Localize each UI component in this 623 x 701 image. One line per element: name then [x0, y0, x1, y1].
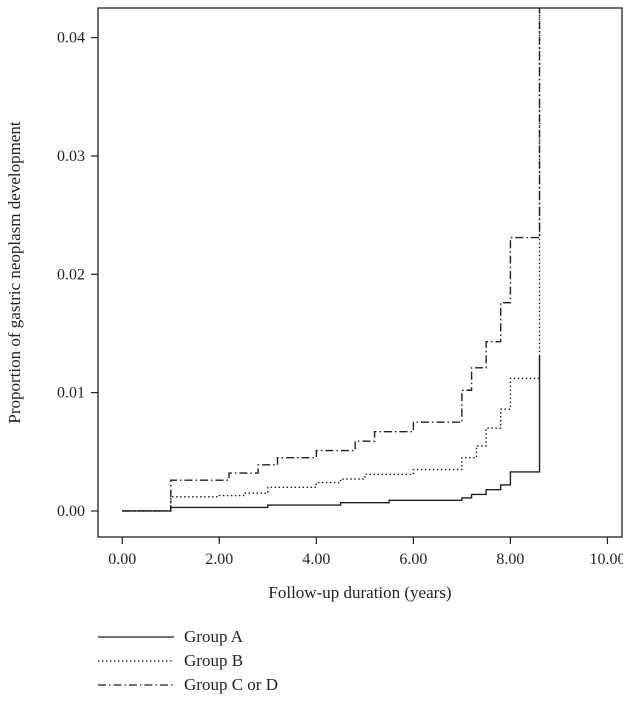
legend-swatch-dashdot [98, 684, 174, 686]
series-layer [122, 8, 541, 512]
legend-swatch-dotted [98, 660, 174, 662]
legend: Group A Group B Group C or D [98, 625, 278, 697]
x-tick-label: 0.00 [108, 551, 136, 568]
legend-swatch-solid [98, 636, 174, 638]
legend-label: Group B [184, 651, 244, 670]
plot-frame [97, 7, 623, 538]
y-tick-label: 0.00 [57, 503, 85, 520]
x-axis-label: Follow-up duration (years) [268, 583, 451, 602]
x-tick-label: 2.00 [205, 551, 233, 568]
legend-item-group-b: Group B [98, 649, 278, 673]
legend-item-group-a: Group A [98, 625, 278, 649]
legend-item-group-c-or-d: Group C or D [98, 673, 278, 697]
x-tick-label: 6.00 [399, 551, 427, 568]
y-axis: 0.00 0.01 0.02 0.03 0.04 [57, 30, 98, 520]
legend-label: Group C or D [184, 675, 278, 694]
y-tick-label: 0.01 [57, 385, 85, 402]
legend-label: Group A [184, 627, 244, 646]
x-tick-label: 4.00 [302, 551, 330, 568]
series-line-3 [122, 8, 541, 512]
y-tick-label: 0.04 [57, 30, 85, 47]
y-tick-label: 0.03 [57, 148, 85, 165]
chart: 0.00 2.00 4.00 6.00 8.00 10.00 0.000.010.020.… [5, 7, 623, 602]
series-line-2 [122, 8, 541, 512]
x-axis: 0.00 2.00 4.00 6.00 8.00 10.00 [108, 537, 623, 568]
y-tick-label: 0.02 [57, 266, 85, 283]
y-axis-label: Proportion of gastric neoplasm developme… [5, 121, 24, 423]
x-tick-label: 8.00 [496, 551, 524, 568]
x-tick-label: 10.00 [589, 551, 623, 568]
series-line-1 [122, 355, 541, 512]
